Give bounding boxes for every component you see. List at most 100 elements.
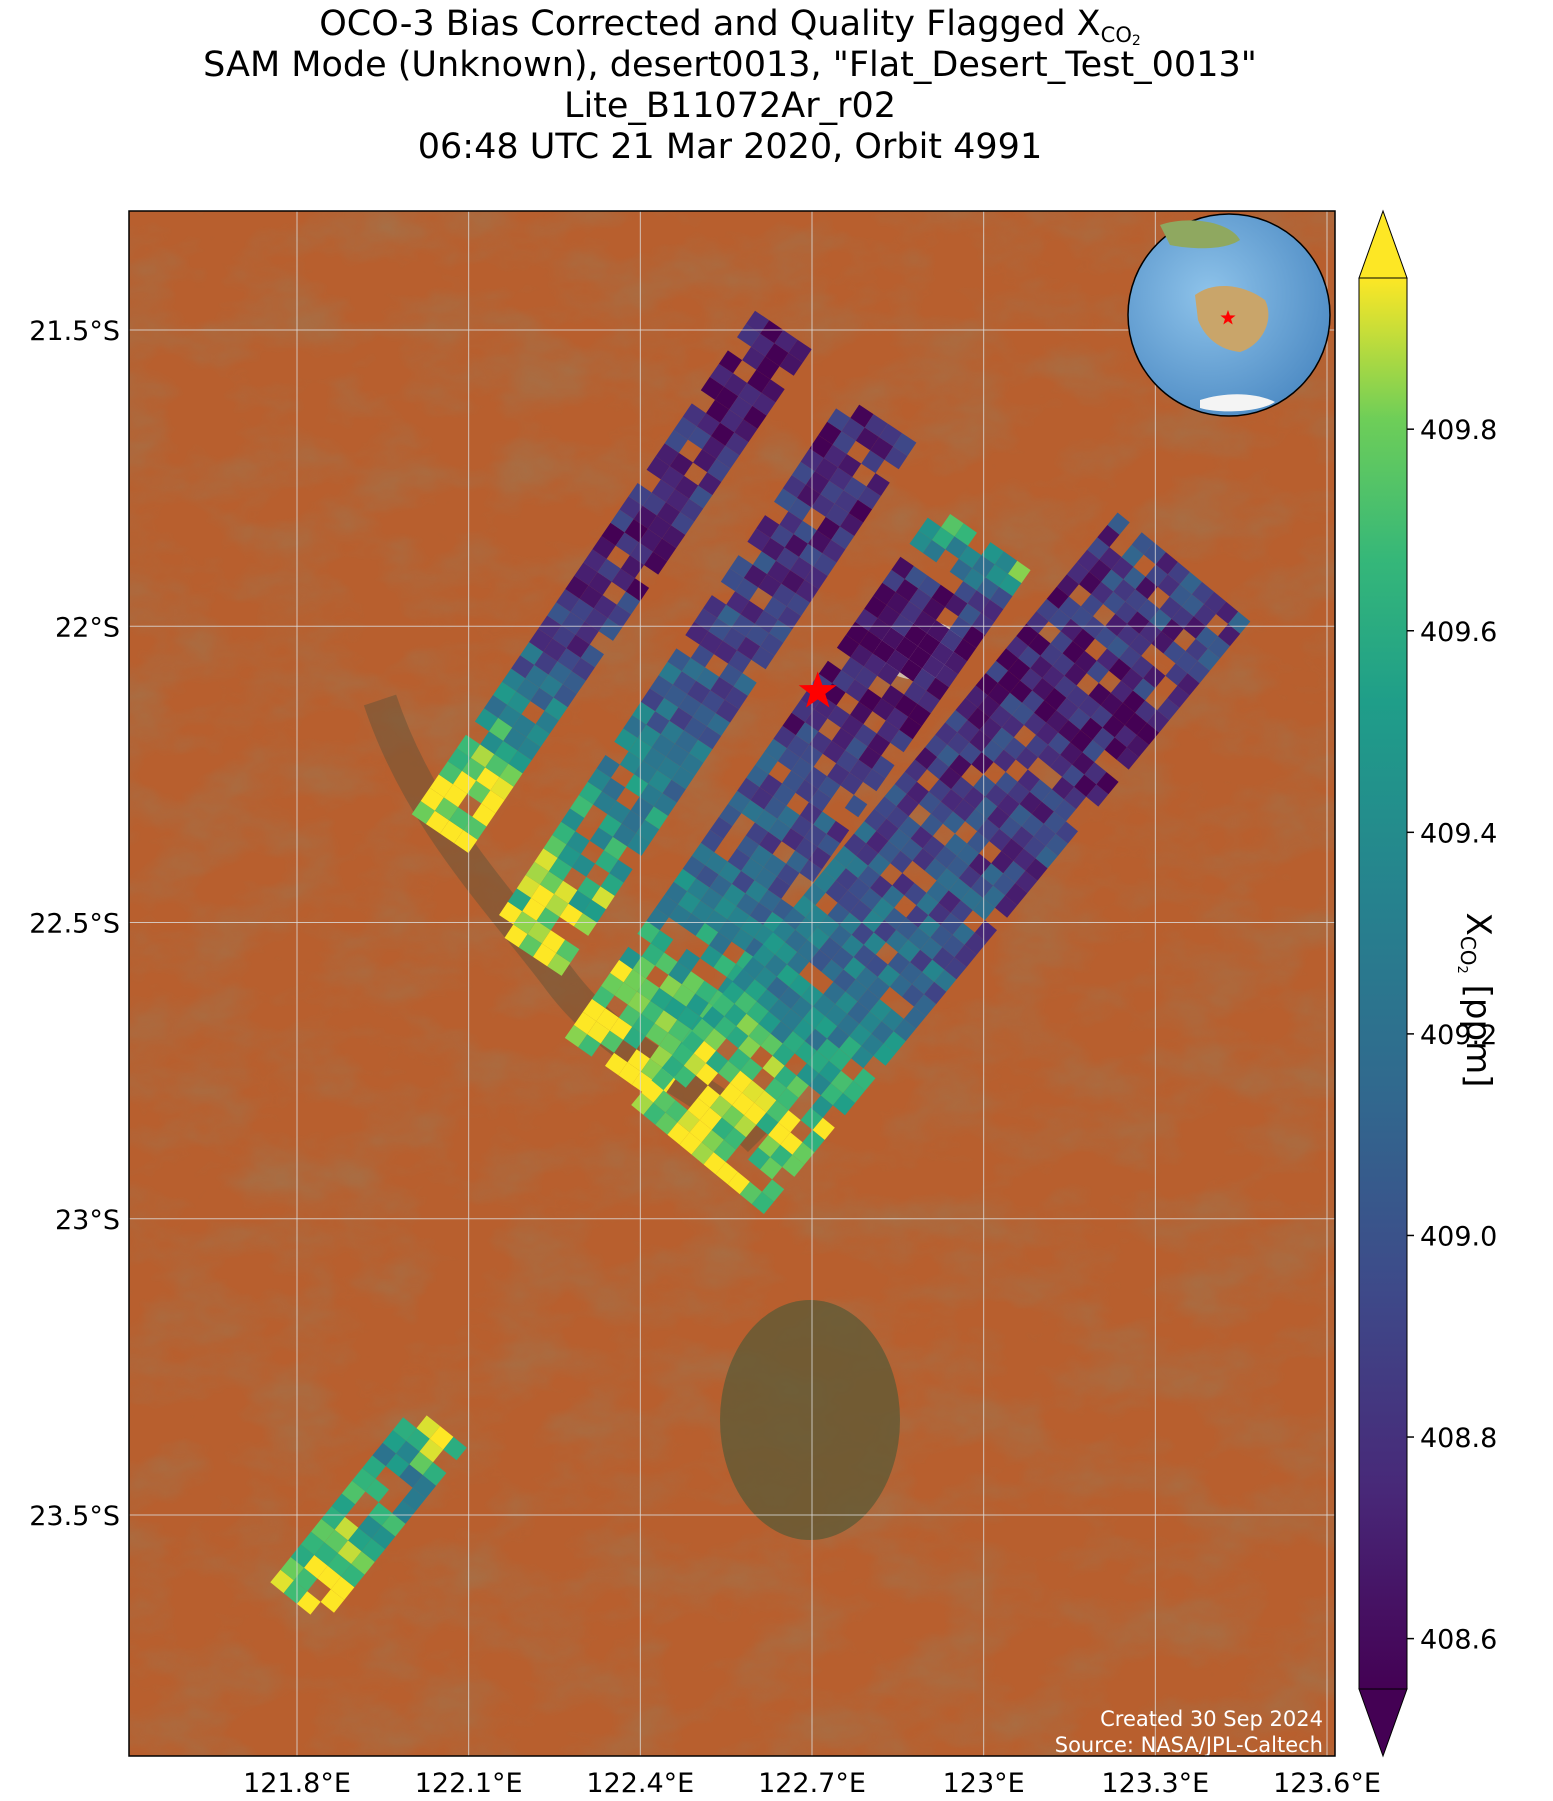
- sounding-cell: [381, 1513, 406, 1537]
- sounding-cell: [1117, 623, 1140, 646]
- colorbar-tick-label: 408.6: [1420, 1625, 1497, 1656]
- sounding-cell: [744, 1102, 767, 1125]
- sounding-cell: [866, 473, 890, 496]
- sounding-cell: [718, 350, 743, 374]
- sounding-cell: [799, 859, 822, 883]
- sounding-cell: [786, 735, 810, 758]
- sounding-cell: [854, 724, 877, 747]
- sounding-cell: [557, 648, 581, 671]
- sounding-cell: [719, 803, 742, 827]
- sounding-cell: [1072, 752, 1095, 775]
- sounding-cell: [642, 492, 666, 516]
- sounding-cell: [954, 581, 977, 604]
- sounding-cell: [1050, 631, 1073, 654]
- sounding-cell: [707, 713, 731, 736]
- sounding-cell: [858, 746, 882, 769]
- sounding-cell: [746, 764, 769, 788]
- sounding-cell: [561, 611, 585, 635]
- sounding-cell: [678, 891, 701, 914]
- sounding-cell: [584, 608, 608, 632]
- sounding-cell: [714, 1016, 737, 1039]
- sounding-cell: [987, 682, 1010, 706]
- sounding-cell: [566, 634, 590, 658]
- sounding-cell: [741, 800, 764, 823]
- sounding-cell: [507, 888, 532, 912]
- sounding-cell: [994, 551, 1018, 574]
- sounding-cell: [1124, 712, 1147, 735]
- sounding-cell: [782, 712, 805, 736]
- sounding-cell: [1131, 655, 1154, 679]
- sounding-cell: [1123, 566, 1146, 590]
- sounding-cell: [999, 573, 1022, 597]
- sounding-cell: [655, 894, 678, 918]
- sounding-cell: [1089, 559, 1112, 582]
- sounding-cell: [760, 1157, 783, 1180]
- sounding-cell: [774, 1065, 797, 1088]
- sounding-cell: [723, 883, 746, 907]
- sounding-cell: [640, 688, 665, 712]
- sounding-cell: [525, 664, 549, 688]
- sounding-cell: [776, 1087, 799, 1111]
- sounding-cell: [895, 636, 918, 660]
- sounding-cell: [1191, 581, 1215, 605]
- sounding-cell: [772, 1043, 795, 1066]
- sounding-cell: [1113, 579, 1136, 602]
- sounding-cell: [1096, 772, 1119, 795]
- sounding-cell: [786, 850, 809, 873]
- sounding-cell: [600, 1030, 624, 1053]
- sounding-cell: [850, 701, 873, 725]
- sounding-cell: [916, 892, 939, 916]
- sounding-cell: [678, 694, 702, 717]
- sounding-cell: [890, 850, 913, 874]
- sounding-cell: [641, 943, 665, 966]
- sounding-cell: [1082, 616, 1106, 639]
- sounding-cell: [518, 934, 542, 957]
- sounding-cell: [698, 726, 722, 750]
- sounding-cell: [729, 396, 753, 420]
- sounding-cell: [913, 610, 936, 634]
- sounding-cell: [620, 555, 644, 579]
- sounding-cell: [813, 994, 836, 1017]
- sounding-cell: [1011, 826, 1034, 849]
- sounding-cell: [1043, 811, 1066, 834]
- sounding-cell: [649, 675, 673, 698]
- sounding-cell: [940, 912, 963, 935]
- sounding-cell: [920, 813, 943, 837]
- sounding-cell: [790, 815, 814, 838]
- sounding-cell: [849, 759, 872, 782]
- sounding-cell: [867, 733, 891, 756]
- sounding-cell: [867, 976, 890, 1000]
- sounding-cell: [792, 1142, 815, 1165]
- sounding-cell: [918, 575, 941, 598]
- sounding-cell: [877, 605, 900, 628]
- sounding-cell: [776, 964, 800, 987]
- sounding-cell: [499, 901, 523, 925]
- sounding-cell: [1070, 606, 1093, 629]
- sounding-cell: [761, 379, 785, 403]
- sounding-cell: [942, 934, 965, 958]
- sounding-cell: [843, 477, 867, 500]
- sounding-cell: [471, 744, 495, 768]
- sounding-cell: [908, 927, 931, 950]
- sounding-cell: [736, 835, 760, 858]
- colorbar: 408.6 408.8 409.0 409.2 409.4 409.6 409.8: [1358, 209, 1497, 1758]
- sounding-cell: [764, 954, 788, 977]
- sounding-cell: [848, 499, 873, 523]
- sounding-cell: [646, 711, 670, 735]
- sounding-cell: [945, 536, 968, 559]
- sounding-cell: [953, 799, 976, 822]
- sounding-cell: [416, 1415, 441, 1439]
- sounding-cell: [713, 1139, 736, 1162]
- sounding-cell: [1107, 636, 1130, 659]
- sounding-cell: [595, 850, 619, 874]
- sounding-cell: [525, 861, 549, 885]
- sounding-cell: [1006, 636, 1029, 659]
- sounding-cell: [1129, 633, 1152, 656]
- sounding-cell: [939, 766, 962, 790]
- title-line-3: Lite_B11072Ar_r02: [563, 86, 897, 126]
- sounding-cell: [696, 667, 720, 691]
- sounding-cell: [545, 894, 569, 917]
- sounding-cell: [949, 754, 972, 777]
- sounding-cell: [893, 433, 917, 456]
- sounding-cell: [351, 1551, 375, 1575]
